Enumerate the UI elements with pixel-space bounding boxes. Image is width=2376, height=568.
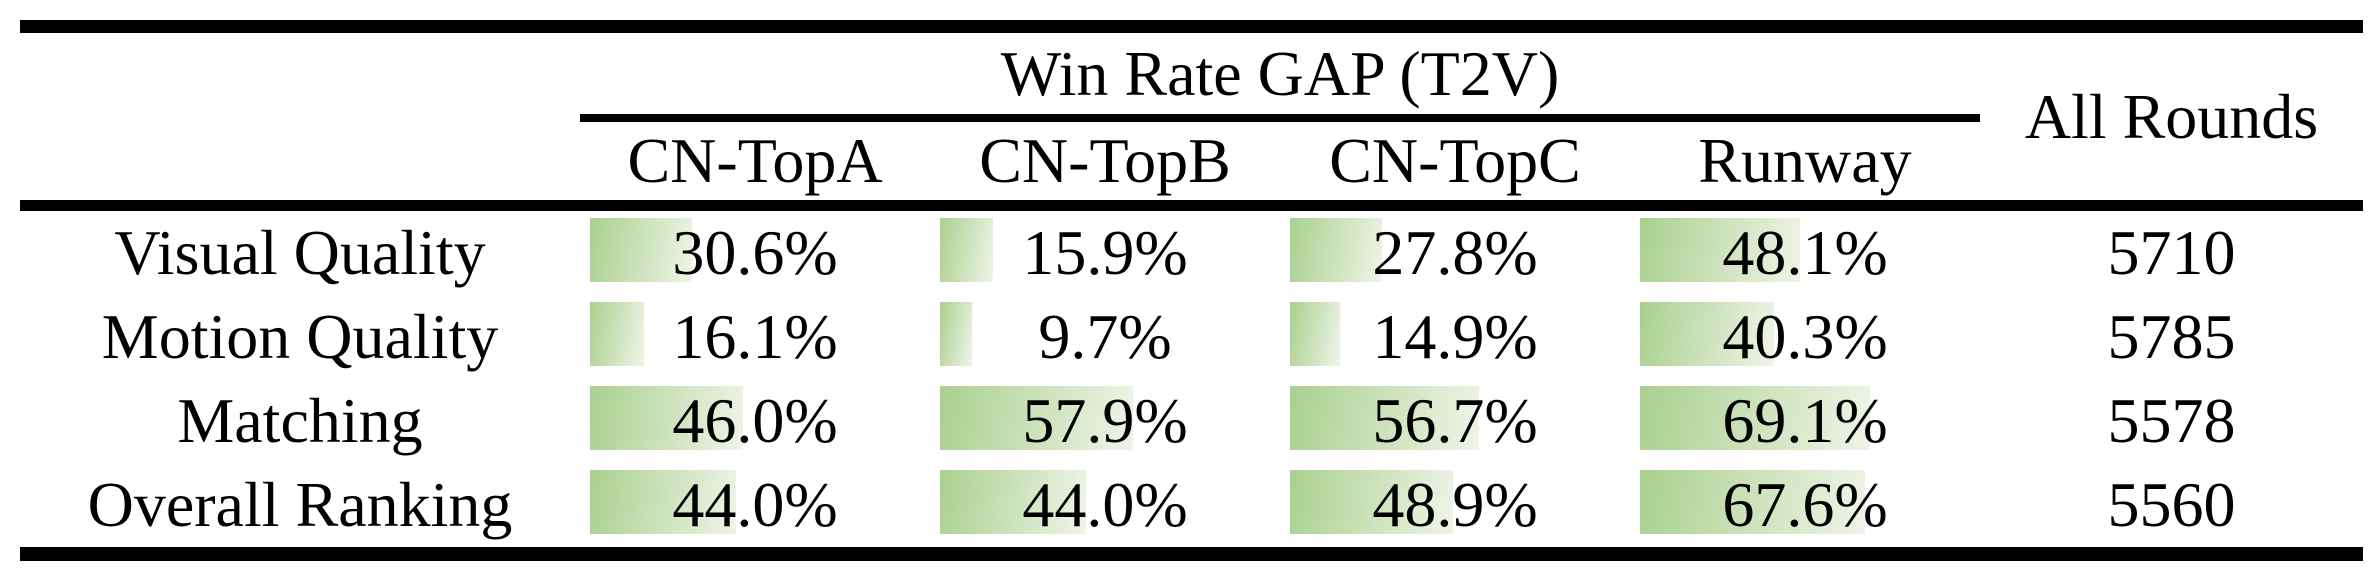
row-label: Visual Quality — [114, 217, 486, 288]
column-header-runway: Runway — [1698, 125, 1912, 196]
win-rate-value: 57.9% — [1022, 385, 1188, 456]
data-cell: 9.7% — [930, 295, 1280, 379]
table-body: Visual Quality 30.6% 15.9% 27.8% 48.1% — [20, 211, 2363, 547]
data-cell: 48.9% — [1280, 463, 1630, 547]
model-column-headers: CN-TopA CN-TopB CN-TopC Runway — [580, 122, 1980, 200]
win-rate-bar — [940, 470, 1087, 534]
win-rate-value: 44.0% — [1022, 469, 1188, 540]
win-rate-bar — [1290, 218, 1383, 282]
all-rounds-value: 5560 — [2107, 469, 2236, 540]
row-label: Motion Quality — [101, 301, 499, 372]
win-rate-bar — [1640, 302, 1774, 366]
win-rate-value: 56.7% — [1372, 385, 1538, 456]
table-header: Win Rate GAP (T2V) CN-TopA CN-TopB CN-To… — [20, 33, 2363, 200]
win-rate-value: 44.0% — [672, 469, 838, 540]
win-rate-bar — [590, 218, 692, 282]
win-rate-value: 14.9% — [1372, 301, 1538, 372]
table-top-rule — [20, 20, 2363, 33]
header-corner-spacer — [20, 33, 580, 200]
win-rate-bar — [590, 386, 743, 450]
table-row-overall-ranking: Overall Ranking 44.0% 44.0% 48.9% 67.6% — [20, 463, 2363, 547]
win-rate-bar — [590, 470, 737, 534]
data-cell: 67.6% — [1630, 463, 1980, 547]
win-rate-bar — [940, 218, 993, 282]
win-rate-bar — [1290, 386, 1479, 450]
win-rate-value: 16.1% — [672, 301, 838, 372]
column-header-cn-topc: CN-TopC — [1329, 125, 1581, 196]
win-rate-table: Win Rate GAP (T2V) CN-TopA CN-TopB CN-To… — [20, 20, 2363, 561]
group-header-block: Win Rate GAP (T2V) CN-TopA CN-TopB CN-To… — [580, 33, 1980, 200]
table-row-motion-quality: Motion Quality 16.1% 9.7% 14.9% 40.3% — [20, 295, 2363, 379]
all-rounds-value: 5785 — [2107, 301, 2236, 372]
data-cell: 69.1% — [1630, 379, 1980, 463]
table-row-visual-quality: Visual Quality 30.6% 15.9% 27.8% 48.1% — [20, 211, 2363, 295]
data-cell: 15.9% — [930, 211, 1280, 295]
column-header-cn-topb: CN-TopB — [979, 125, 1231, 196]
win-rate-value: 69.1% — [1722, 385, 1888, 456]
win-rate-value: 15.9% — [1022, 217, 1188, 288]
data-cell: 48.1% — [1630, 211, 1980, 295]
win-rate-bar — [940, 386, 1133, 450]
table-row-matching: Matching 46.0% 57.9% 56.7% 69.1% 557 — [20, 379, 2363, 463]
win-rate-bar — [590, 302, 644, 366]
data-cell: 57.9% — [930, 379, 1280, 463]
row-label: Matching — [177, 385, 423, 456]
row-label: Overall Ranking — [87, 469, 513, 540]
all-rounds-value: 5578 — [2107, 385, 2236, 456]
table-bottom-rule — [20, 547, 2363, 561]
win-rate-bar — [1640, 218, 1800, 282]
header-bottom-rule — [20, 200, 2363, 211]
data-cell: 30.6% — [580, 211, 930, 295]
win-rate-value: 40.3% — [1722, 301, 1888, 372]
group-header-rule — [580, 114, 1980, 122]
all-rounds-value: 5710 — [2107, 217, 2236, 288]
data-cell: 16.1% — [580, 295, 930, 379]
column-header-cn-topa: CN-TopA — [627, 125, 883, 196]
win-rate-value: 27.8% — [1372, 217, 1538, 288]
win-rate-bar — [1290, 470, 1453, 534]
data-cell: 14.9% — [1280, 295, 1630, 379]
data-cell: 44.0% — [930, 463, 1280, 547]
win-rate-value: 48.1% — [1722, 217, 1888, 288]
win-rate-bar — [1640, 470, 1865, 534]
win-rate-bar — [940, 302, 973, 366]
group-header-title: Win Rate GAP (T2V) — [1000, 37, 1560, 109]
data-cell: 27.8% — [1280, 211, 1630, 295]
data-cell: 56.7% — [1280, 379, 1630, 463]
win-rate-value: 30.6% — [672, 217, 838, 288]
win-rate-value: 67.6% — [1722, 469, 1888, 540]
win-rate-value: 9.7% — [1038, 301, 1172, 372]
column-header-all-rounds: All Rounds — [2024, 80, 2319, 152]
data-cell: 40.3% — [1630, 295, 1980, 379]
win-rate-bar — [1640, 386, 1870, 450]
data-cell: 46.0% — [580, 379, 930, 463]
data-cell: 44.0% — [580, 463, 930, 547]
win-rate-value: 46.0% — [672, 385, 838, 456]
win-rate-value: 48.9% — [1372, 469, 1538, 540]
win-rate-bar — [1290, 302, 1340, 366]
